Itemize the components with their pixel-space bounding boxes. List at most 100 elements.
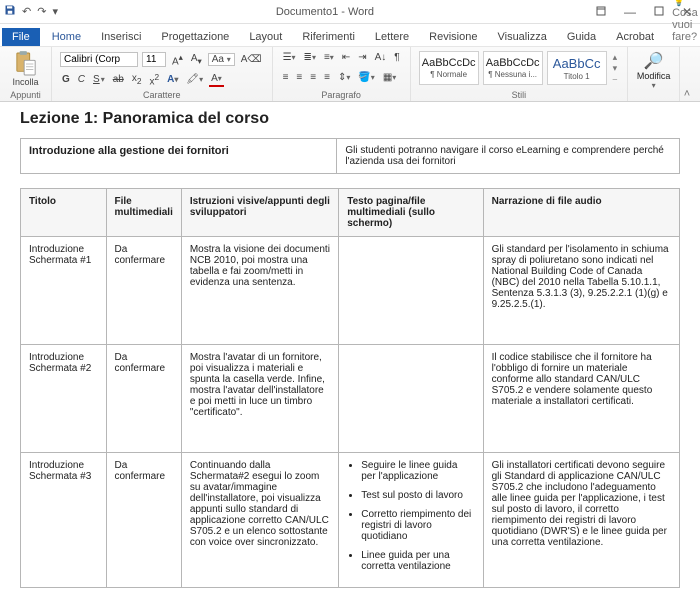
th-istruzioni: Istruzioni visive/appunti degli sviluppa… (181, 189, 338, 237)
superscript-icon[interactable]: x2 (147, 71, 161, 88)
redo-icon[interactable]: ↷ (37, 5, 46, 18)
line-spacing-icon[interactable]: ⇕▾ (336, 71, 352, 84)
collapse-ribbon-icon[interactable]: ˄ (684, 88, 690, 100)
paste-button[interactable]: Incolla (8, 51, 43, 87)
group-editing: 🔎 Modifica ▾ (628, 47, 680, 101)
cell-testo: Seguire le linee guida per l'applicazion… (339, 453, 483, 588)
intro-left: Introduzione alla gestione dei fornitori (21, 139, 337, 174)
tab-lettere[interactable]: Lettere (365, 28, 419, 46)
group-editing-spacer (636, 90, 671, 100)
clear-formatting-icon[interactable]: A⌫ (239, 53, 264, 66)
font-color-icon[interactable]: A▾ (209, 72, 224, 87)
find-icon[interactable]: 🔎 (644, 51, 664, 71)
tab-layout[interactable]: Layout (239, 28, 292, 46)
cell-narrazione: Gli standard per l'isolamento in schiuma… (483, 237, 679, 345)
font-name-combo[interactable] (60, 52, 138, 67)
editing-dropdown-icon[interactable]: ▾ (652, 81, 656, 90)
multilevel-icon[interactable]: ≡▾ (322, 51, 336, 64)
bullets-icon[interactable]: ☰▾ (281, 51, 298, 64)
intro-table: Introduzione alla gestione dei fornitori… (20, 138, 680, 174)
style-titolo1[interactable]: AaBbCc Titolo 1 (547, 51, 607, 85)
tab-guida[interactable]: Guida (557, 28, 606, 46)
table-row: Introduzione Schermata #1 Da confermare … (21, 237, 680, 345)
tab-home[interactable]: Home (42, 28, 91, 46)
style-name: ¶ Normale (430, 70, 467, 79)
document-area[interactable]: Lezione 1: Panoramica del corso Introduz… (0, 102, 700, 599)
numbering-icon[interactable]: ≣▾ (302, 51, 318, 64)
styles-more-icon[interactable]: ▴▾⎯ (611, 51, 620, 85)
page-title: Lezione 1: Panoramica del corso (20, 110, 680, 128)
list-item: Corretto riempimento dei registri di lav… (361, 509, 474, 542)
italic-icon[interactable]: C (76, 73, 87, 86)
ribbon-display-options-icon[interactable] (592, 5, 610, 19)
strikethrough-icon[interactable]: ab (111, 73, 126, 86)
cell-titolo: Introduzione Schermata #2 (21, 345, 107, 453)
align-center-icon[interactable]: ≡ (294, 71, 304, 84)
borders-icon[interactable]: ▦▾ (381, 71, 398, 84)
th-titolo: Titolo (21, 189, 107, 237)
group-styles: AaBbCcDc ¶ Normale AaBbCcDc ¶ Nessuna i.… (411, 47, 629, 101)
style-sample: AaBbCcDc (486, 57, 540, 69)
list-item: Test sul posto di lavoro (361, 490, 474, 501)
cell-istruzioni: Mostra l'avatar di un fornitore, poi vis… (181, 345, 338, 453)
group-paragraph-label: Paragrafo (281, 90, 402, 100)
style-nessuna[interactable]: AaBbCcDc ¶ Nessuna i... (483, 51, 543, 85)
list-item: Linee guida per una corretta ventilazion… (361, 550, 474, 572)
decrease-indent-icon[interactable]: ⇤ (340, 51, 352, 64)
tab-progettazione[interactable]: Progettazione (151, 28, 239, 46)
titlebar: ↶ ↷ ▾ Documento1 - Word — ✕ (0, 0, 700, 24)
group-paragraph: ☰▾ ≣▾ ≡▾ ⇤ ⇥ A↓ ¶ ≡ ≡ ≡ ≡ ⇕▾ 🪣▾ ▦▾ Parag… (273, 47, 411, 101)
tab-inserisci[interactable]: Inserisci (91, 28, 151, 46)
group-font-label: Carattere (60, 90, 264, 100)
tell-me[interactable]: 💡 Cosa vuoi fare? (664, 0, 700, 46)
intro-right: Gli studenti potranno navigare il corso … (337, 139, 680, 174)
subscript-icon[interactable]: x2 (130, 72, 144, 87)
style-normale[interactable]: AaBbCcDc ¶ Normale (419, 51, 479, 85)
group-font: A▴ A▾ Aa ▾ A⌫ G C S▾ ab x2 x2 A▾ 🖍▾ A▾ C… (52, 47, 273, 101)
text-effects-icon[interactable]: A▾ (165, 73, 180, 86)
cell-file: Da confermare (106, 345, 181, 453)
highlight-icon[interactable]: 🖍▾ (184, 73, 205, 86)
table-row: Introduzione Schermata #3 Da confermare … (21, 453, 680, 588)
change-case-icon[interactable]: Aa ▾ (208, 53, 235, 66)
style-name: Titolo 1 (564, 72, 590, 81)
shrink-font-icon[interactable]: A▾ (189, 52, 204, 67)
editing-label: Modifica (637, 71, 671, 81)
cell-file: Da confermare (106, 453, 181, 588)
grow-font-icon[interactable]: A▴ (170, 51, 185, 68)
group-clipboard: Incolla Appunti (0, 47, 52, 101)
document-body: Lezione 1: Panoramica del corso Introduz… (20, 110, 680, 588)
cell-titolo: Introduzione Schermata #3 (21, 453, 107, 588)
th-file: File multimediali (106, 189, 181, 237)
cell-narrazione: Il codice stabilisce che il fornitore ha… (483, 345, 679, 453)
show-marks-icon[interactable]: ¶ (392, 51, 401, 64)
cell-testo (339, 237, 483, 345)
table-header-row: Titolo File multimediali Istruzioni visi… (21, 189, 680, 237)
align-right-icon[interactable]: ≡ (308, 71, 318, 84)
ribbon-collapse[interactable]: ˄ (680, 47, 698, 101)
underline-icon[interactable]: S▾ (91, 73, 107, 86)
save-icon[interactable] (4, 4, 16, 19)
justify-icon[interactable]: ≡ (322, 71, 332, 84)
tab-file[interactable]: File (2, 28, 40, 46)
tab-revisione[interactable]: Revisione (419, 28, 487, 46)
th-narrazione: Narrazione di file audio (483, 189, 679, 237)
sort-icon[interactable]: A↓ (373, 51, 389, 64)
font-size-combo[interactable] (142, 52, 166, 67)
table-row: Introduzione Schermata #2 Da confermare … (21, 345, 680, 453)
group-clipboard-label: Appunti (8, 90, 43, 100)
quick-access-toolbar: ↶ ↷ ▾ (4, 4, 58, 19)
align-left-icon[interactable]: ≡ (281, 71, 291, 84)
tab-visualizza[interactable]: Visualizza (487, 28, 556, 46)
style-name: ¶ Nessuna i... (488, 70, 537, 79)
bold-icon[interactable]: G (60, 73, 72, 86)
tell-me-label: Cosa vuoi fare? (672, 7, 698, 43)
cell-testo (339, 345, 483, 453)
undo-icon[interactable]: ↶ (22, 5, 31, 18)
cell-istruzioni: Continuando dalla Schermata#2 esegui lo … (181, 453, 338, 588)
tab-riferimenti[interactable]: Riferimenti (292, 28, 365, 46)
tab-acrobat[interactable]: Acrobat (606, 28, 664, 46)
increase-indent-icon[interactable]: ⇥ (356, 51, 368, 64)
minimize-icon[interactable]: — (620, 5, 640, 19)
shading-icon[interactable]: 🪣▾ (356, 71, 376, 84)
